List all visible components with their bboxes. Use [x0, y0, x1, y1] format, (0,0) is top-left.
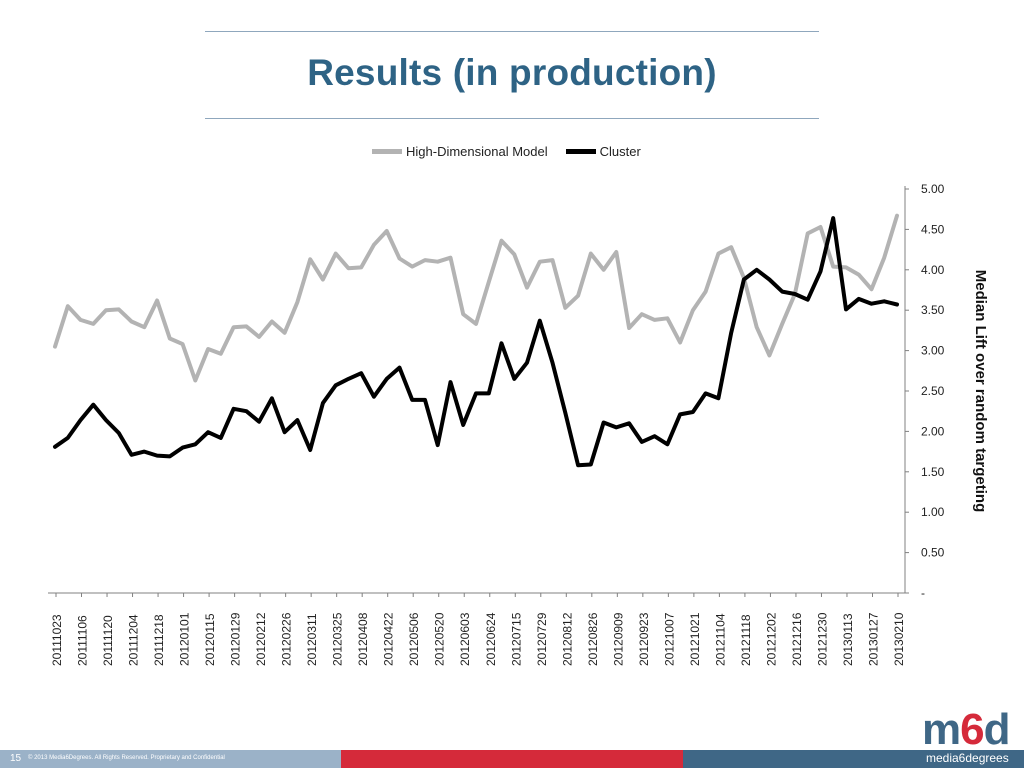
x-tick-label: 20121202: [764, 612, 778, 666]
y-tick-label: 1.00: [921, 505, 945, 519]
x-tick-label: 20120520: [433, 612, 447, 666]
x-tick-label: 20120909: [611, 612, 625, 666]
x-tick-label: 20120212: [254, 612, 268, 666]
x-tick-label: 20111023: [50, 614, 64, 666]
x-tick-label: 20120624: [484, 612, 498, 666]
y-tick-label: 0.50: [921, 546, 945, 560]
title-rule-bottom: [205, 118, 819, 119]
x-tick-label: 20121230: [815, 612, 829, 666]
x-tick-label: 20120715: [509, 612, 523, 666]
m6d-logo: m6d: [922, 708, 1010, 752]
footer-segment-middle: [341, 750, 683, 768]
x-tick-label: 20121118: [739, 614, 753, 666]
x-tick-label: 20111120: [101, 615, 115, 666]
logo-digit-6: 6: [960, 705, 985, 754]
series-line-high-dimensional-model: [53, 213, 899, 383]
slide-title: Results (in production): [307, 52, 717, 93]
x-tick-label: 20120101: [178, 612, 192, 666]
footer-segment-right: [683, 750, 1024, 768]
y-tick-label: 3.00: [921, 344, 945, 358]
y-tick-label: 3.50: [921, 303, 945, 317]
legend-label-high-dimensional: High-Dimensional Model: [406, 144, 548, 159]
x-tick-label: 20121216: [790, 612, 804, 666]
x-tick-label: 20111218: [152, 614, 166, 666]
x-tick-label: 20111106: [76, 615, 90, 666]
legend-label-cluster: Cluster: [599, 144, 641, 159]
x-tick-label: 20130113: [841, 613, 855, 666]
x-tick-label: 20120115: [203, 613, 217, 666]
y-axis-title: Median Lift over random targeting: [972, 270, 989, 513]
x-tick-label: 20120729: [535, 612, 549, 666]
x-tick-label: 20120826: [586, 612, 600, 666]
legend-swatch-high-dimensional: [372, 149, 402, 154]
legend-swatch-cluster: [565, 149, 596, 154]
chart-legend: High-Dimensional Model Cluster: [372, 144, 659, 159]
logo-letter-d: d: [983, 705, 1011, 754]
series-line-cluster: [53, 216, 899, 468]
x-tick-label: 20120923: [637, 612, 651, 666]
x-tick-label: 20120129: [229, 612, 243, 666]
x-tick-label: 20130127: [866, 612, 880, 666]
footer-segment-left: [0, 750, 341, 768]
x-tick-label: 20111204: [127, 614, 141, 666]
x-tick-label: 20120603: [458, 612, 472, 666]
x-tick-label: 20121021: [688, 612, 702, 666]
x-tick-label: 20121007: [662, 612, 676, 666]
y-tick-label: 5.00: [921, 182, 945, 196]
y-tick-label: 1.50: [921, 465, 945, 479]
logo-subtitle: media6degrees: [926, 751, 1009, 765]
copyright-text: © 2013 Media6Degrees. All Rights Reserve…: [28, 755, 225, 761]
x-tick-label: 20120311: [305, 613, 319, 666]
x-tick-label: 20120506: [407, 612, 421, 666]
x-tick-label: 20121104: [713, 613, 727, 666]
footer-bar: 15 © 2013 Media6Degrees. All Rights Rese…: [0, 750, 1024, 768]
y-tick-label: 4.00: [921, 263, 945, 277]
y-tick-label: 2.50: [921, 384, 945, 398]
x-tick-label: 20120226: [280, 612, 294, 666]
x-tick-label: 20120408: [356, 612, 370, 666]
legend-item-high-dimensional: High-Dimensional Model: [372, 144, 548, 159]
title-rule-top: [205, 31, 819, 32]
y-tick-label: -: [921, 586, 925, 600]
y-tick-label: 2.00: [921, 424, 945, 438]
legend-item-cluster: Cluster: [565, 144, 641, 159]
x-tick-label: 20120325: [331, 612, 345, 666]
x-tick-label: 20120422: [382, 612, 396, 666]
x-tick-label: 20130210: [892, 612, 906, 666]
line-chart: - 0.50 1.00 1.50 2.00 2.50 3.00 3.50 4.00 4.50 5.0…: [48, 182, 989, 666]
y-tick-label: 4.50: [921, 222, 945, 236]
x-tick-label: 20120812: [560, 612, 574, 666]
page-number: 15: [10, 753, 22, 764]
logo-letter-m: m: [922, 705, 961, 754]
